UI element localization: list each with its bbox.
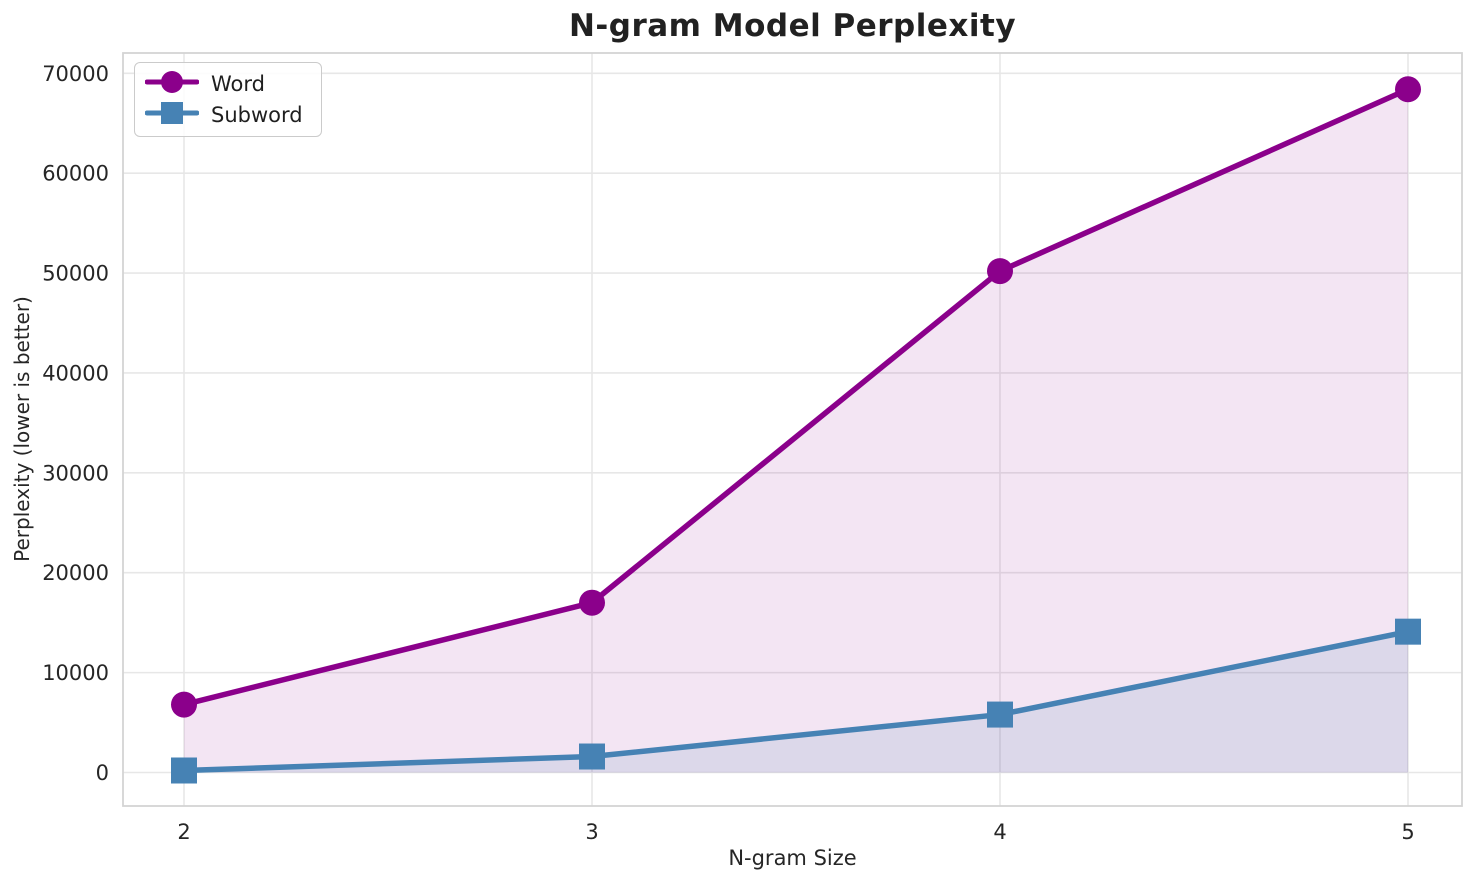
plot-border	[122, 52, 1463, 807]
legend-label-word: Word	[211, 72, 265, 96]
legend: Word Subword	[134, 62, 322, 137]
y-tick-label: 60000	[42, 162, 109, 186]
data-point-subword	[579, 743, 605, 770]
y-axis-label: Perplexity (lower is better)	[10, 296, 34, 562]
x-axis-label: N-gram Size	[728, 846, 857, 870]
x-tick-label: 3	[585, 820, 598, 844]
x-tick-label: 2	[177, 820, 190, 844]
data-point-subword	[171, 757, 197, 784]
y-tick-label: 0	[96, 761, 109, 785]
series-line-subword	[181, 628, 1411, 774]
area-fill-subword	[184, 631, 1408, 773]
y-tick-label: 40000	[42, 361, 109, 385]
y-tick-label: 20000	[42, 561, 109, 585]
x-tick-label: 4	[993, 820, 1006, 844]
data-point-subword	[1395, 618, 1421, 645]
x-tick-label: 5	[1401, 820, 1414, 844]
area-fill-word	[184, 89, 1408, 773]
y-tick-label: 70000	[42, 62, 109, 86]
legend-item-word: Word	[144, 68, 303, 100]
y-tick-label: 50000	[42, 262, 109, 286]
word-circle-marker-icon	[144, 68, 200, 100]
series-line-word	[181, 86, 1411, 708]
data-point-subword	[987, 701, 1013, 728]
y-tick-label: 30000	[42, 461, 109, 485]
data-point-word	[1395, 76, 1421, 103]
data-point-word	[171, 691, 197, 718]
data-point-word	[579, 589, 605, 616]
chart-title: N-gram Model Perplexity	[568, 8, 1017, 44]
legend-label-subword: Subword	[211, 103, 303, 127]
subword-square-marker-icon	[144, 99, 200, 131]
legend-item-subword: Subword	[144, 99, 303, 131]
data-point-word	[987, 258, 1013, 285]
y-tick-label: 10000	[42, 661, 109, 685]
